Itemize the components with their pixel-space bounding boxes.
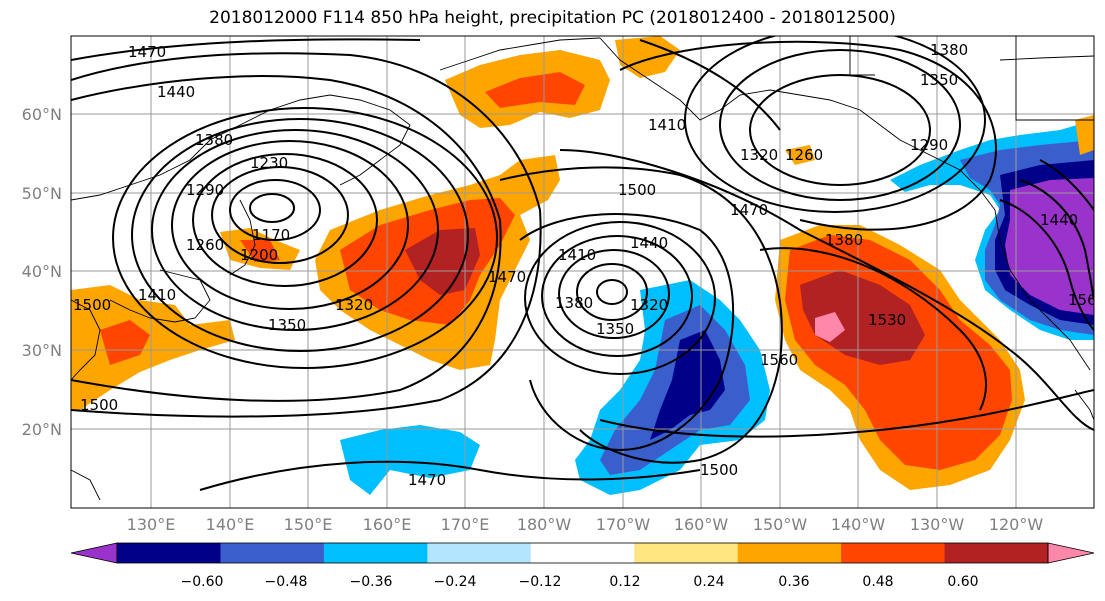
colorbar-tick: −0.36: [350, 574, 393, 590]
contour-labels: 1470 1440 1380 1290 1230 1170 1200 1260 …: [73, 41, 1105, 489]
colorbar-swatch: [323, 543, 428, 563]
lon-label: 130°E: [127, 515, 176, 534]
colorbar-swatch: [634, 543, 739, 563]
colorbar-tick: 0.12: [609, 574, 640, 590]
map-area: 1470 1440 1380 1290 1230 1170 1200 1260 …: [71, 36, 1105, 508]
contour-label: 1260: [186, 236, 224, 254]
contour-label: 1350: [268, 316, 306, 334]
colorbar-swatch: [944, 543, 1049, 563]
colorbar-extend-high: [1047, 542, 1095, 564]
contour-label: 1320: [335, 296, 373, 314]
contour-label: 1500: [73, 296, 111, 314]
lon-label: 130°W: [910, 515, 965, 534]
longitude-labels: 130°E 140°E 150°E 160°E 170°E 180°W 170°…: [127, 515, 1044, 534]
contour-label: 1500: [618, 181, 656, 199]
contour-label: 1200: [240, 246, 278, 264]
contour-label: 1380: [825, 231, 863, 249]
colorbar-extend-low: [70, 542, 118, 564]
colorbar-tick: −0.60: [181, 574, 224, 590]
contour-label: 1560: [1068, 291, 1105, 309]
lon-label: 140°E: [206, 515, 255, 534]
lon-label: 160°E: [363, 515, 412, 534]
colorbar-tick: 0.36: [778, 574, 809, 590]
contour-label: 1500: [700, 461, 738, 479]
colorbar-swatch: [427, 543, 532, 563]
colorbar-frame: [116, 542, 1049, 564]
colorbar-tick: −0.24: [434, 574, 477, 590]
map-frame: [70, 35, 1095, 509]
colorbar-swatch: [737, 543, 842, 563]
latitude-labels: 60°N 50°N 40°N 30°N 20°N: [22, 105, 62, 439]
lon-label: 120°W: [989, 515, 1044, 534]
contour-label: 1410: [558, 246, 596, 264]
contour-label: 1470: [408, 471, 446, 489]
contour-label: 1350: [920, 71, 958, 89]
contour-label: 1350: [596, 320, 634, 338]
lon-label: 160°W: [674, 515, 729, 534]
lat-label: 30°N: [22, 341, 62, 360]
lon-label: 170°E: [441, 515, 490, 534]
height-contours: [71, 36, 1094, 491]
lon-label: 140°W: [831, 515, 886, 534]
lon-label: 150°E: [284, 515, 333, 534]
colorbar-tick: −0.12: [519, 574, 562, 590]
contour-label: 1380: [195, 131, 233, 149]
contour-label: 1500: [80, 396, 118, 414]
lon-label: 150°W: [753, 515, 808, 534]
contour-label: 1290: [910, 136, 948, 154]
colorbar-ticks: −0.60 −0.48 −0.36 −0.24 −0.12 0.12 0.24 …: [181, 574, 979, 590]
contour-label: 1470: [128, 43, 166, 61]
contour-label: 1230: [250, 154, 288, 172]
colorbar-swatch: [117, 543, 221, 563]
contour-label: 1170: [252, 226, 290, 244]
contour-label: 1530: [868, 311, 906, 329]
contour-label: 1440: [630, 234, 668, 252]
lon-label: 170°W: [596, 515, 651, 534]
precip-shading: [71, 36, 1094, 495]
contour-label: 1260: [785, 146, 823, 164]
contour-label: 1380: [555, 294, 593, 312]
contour-label: 1560: [760, 351, 798, 369]
contour-label: 1410: [648, 116, 686, 134]
contour-label: 1410: [138, 286, 176, 304]
colorbar-tick: 0.48: [862, 574, 893, 590]
lat-label: 20°N: [22, 420, 62, 439]
colorbar-tick: −0.48: [265, 574, 308, 590]
lat-label: 50°N: [22, 184, 62, 203]
lat-label: 40°N: [22, 262, 62, 281]
lat-label: 60°N: [22, 105, 62, 124]
contour-label: 1440: [157, 83, 195, 101]
contour-label: 1380: [930, 41, 968, 59]
contour-label: 1290: [186, 181, 224, 199]
map-title: 2018012000 F114 850 hPa height, precipit…: [209, 8, 896, 28]
colorbar-tick: 0.60: [947, 574, 978, 590]
contour-label: 1470: [488, 268, 526, 286]
colorbar: [70, 542, 1095, 564]
colorbar-swatch: [220, 543, 325, 563]
lon-label: 180°W: [517, 515, 572, 534]
colorbar-tick: 0.24: [693, 574, 724, 590]
contour-label: 1440: [1040, 211, 1078, 229]
contour-label: 1470: [730, 201, 768, 219]
contour-label: 1320: [630, 296, 668, 314]
coastlines: [71, 36, 1094, 501]
contour-label: 1320: [740, 146, 778, 164]
colorbar-swatch: [530, 543, 635, 563]
colorbar-swatch: [841, 543, 946, 563]
